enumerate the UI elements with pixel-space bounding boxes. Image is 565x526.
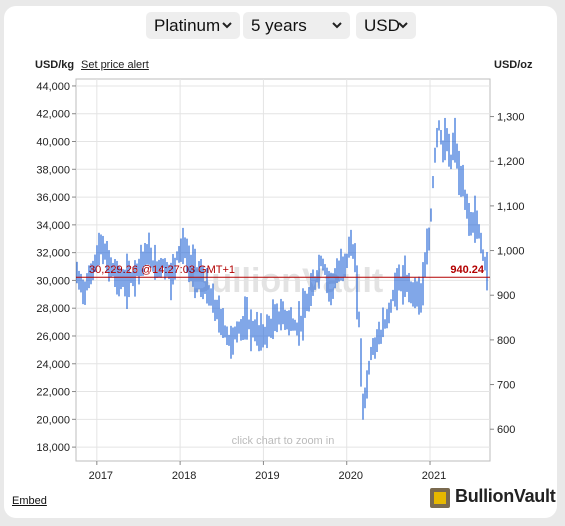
zoom-hint: click chart to zoom in: [232, 435, 335, 447]
right-axis-title: USD/oz: [494, 59, 533, 71]
left-tick-label: 36,000: [36, 192, 70, 204]
plot-area: [75, 78, 491, 462]
left-tick-label: 40,000: [36, 137, 70, 149]
x-tick-label: 2020: [338, 470, 362, 482]
left-tick-label: 30,000: [36, 275, 70, 287]
x-tick-label: 2019: [255, 470, 279, 482]
left-tick-label: 26,000: [36, 331, 70, 343]
chevron-down-icon: [397, 12, 409, 49]
right-tick-label: 700: [497, 380, 515, 392]
right-tick-label: 1,000: [497, 246, 525, 258]
left-tick-label: 34,000: [36, 220, 70, 232]
left-tick-label: 20,000: [36, 414, 70, 426]
left-tick-label: 28,000: [36, 303, 70, 315]
metal-select-value: Platinum: [154, 16, 221, 35]
bullionvault-logo[interactable]: BullionVault: [430, 486, 556, 512]
bullionvault-logo-icon: [430, 488, 450, 508]
watermark: BullionVault: [187, 262, 383, 300]
chevron-down-icon: [331, 12, 343, 49]
x-tick-label: 2018: [172, 470, 196, 482]
period-select[interactable]: 5 years: [243, 12, 350, 39]
left-tick-label: 38,000: [36, 164, 70, 176]
x-tick-label: 2017: [89, 470, 113, 482]
right-tick-label: 1,100: [497, 201, 525, 213]
right-tick-label: 600: [497, 424, 515, 436]
period-select-value: 5 years: [251, 16, 307, 35]
right-tick-label: 900: [497, 290, 515, 302]
embed-link[interactable]: Embed: [12, 495, 47, 507]
x-tick-label: 2021: [422, 470, 446, 482]
left-tick-label: 18,000: [36, 442, 70, 454]
right-tick-label: 800: [497, 335, 515, 347]
left-tick-label: 42,000: [36, 109, 70, 121]
right-tick-label: 1,200: [497, 156, 525, 168]
left-tick-label: 24,000: [36, 359, 70, 371]
current-price-label: 30,229.26 @14:27:03 GMT+1: [89, 264, 235, 276]
metal-select[interactable]: Platinum: [146, 12, 240, 39]
left-tick-label: 44,000: [36, 81, 70, 93]
left-axis-title: USD/kg: [35, 59, 75, 71]
right-tick-label: 1,300: [497, 112, 525, 124]
brand-name: BullionVault: [455, 486, 556, 506]
current-price-oz-label: 940.24: [450, 264, 485, 276]
left-tick-label: 32,000: [36, 248, 70, 260]
chevron-down-icon: [221, 12, 233, 49]
set-price-alert-link[interactable]: Set price alert: [81, 59, 149, 71]
currency-select[interactable]: USD: [356, 12, 416, 39]
left-tick-label: 22,000: [36, 387, 70, 399]
currency-select-value: USD: [364, 16, 400, 35]
